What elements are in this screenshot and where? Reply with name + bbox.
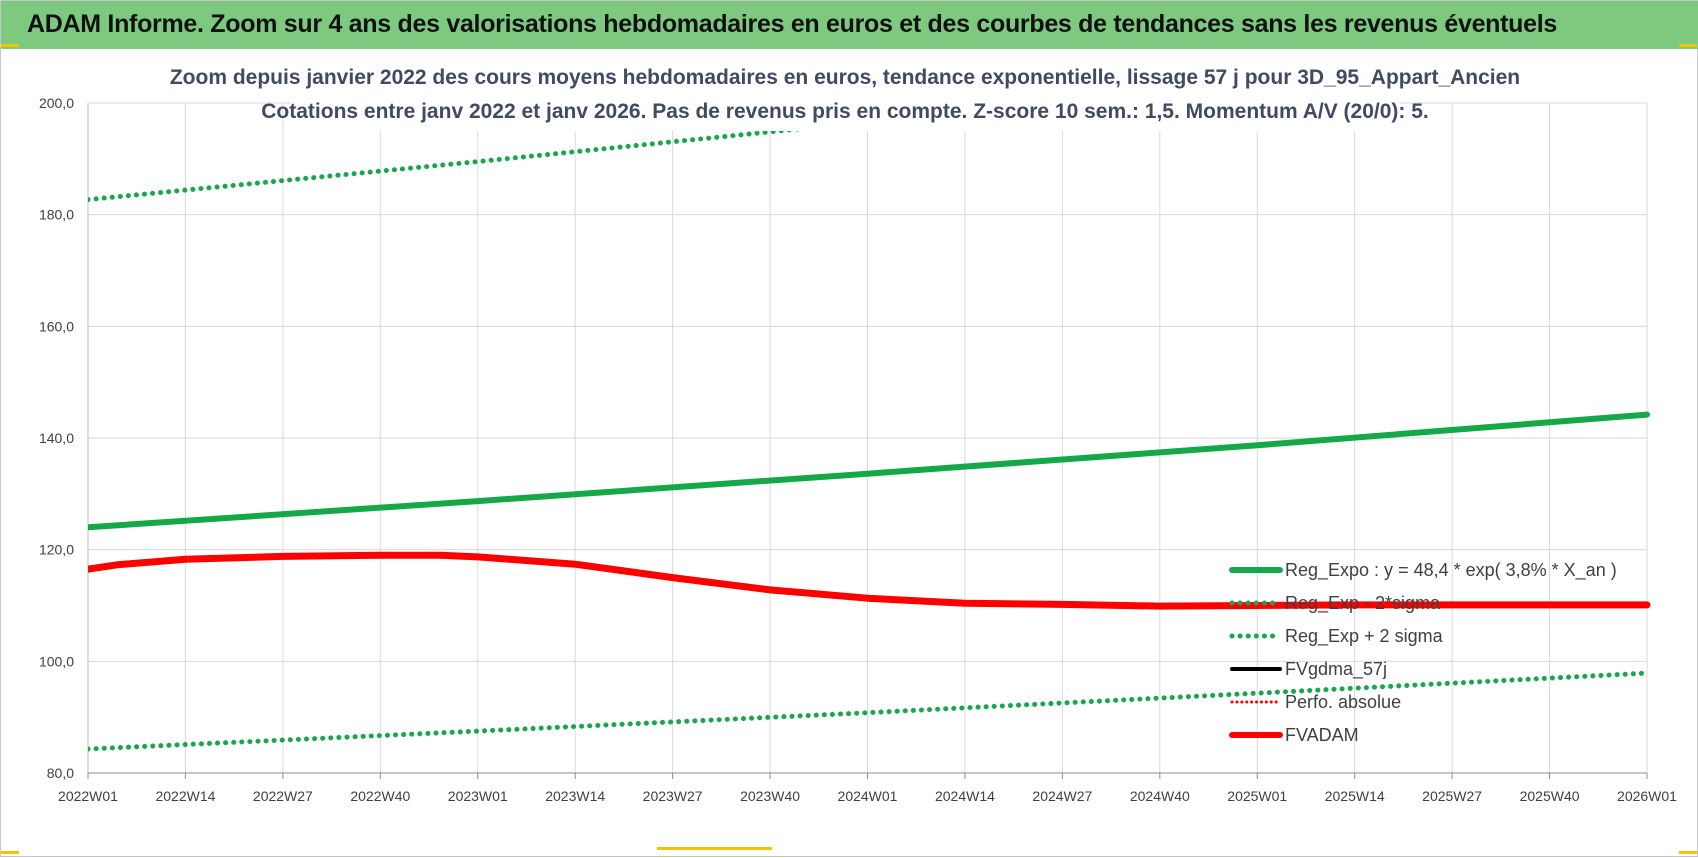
x-tick-label: 2026W01 xyxy=(1617,788,1677,804)
x-tick-label: 2024W27 xyxy=(1032,788,1092,804)
chart-title-background xyxy=(229,65,1461,97)
x-tick-label: 2023W14 xyxy=(545,788,605,804)
band-lower-2-sigma xyxy=(88,670,1650,752)
x-tick-label: 2025W27 xyxy=(1422,788,1482,804)
legend-label-3: Reg_Exp + 2 sigma xyxy=(1285,626,1444,647)
chart-title-line-2: Cotations entre janv 2022 et janv 2026. … xyxy=(261,100,1429,123)
chart-title-line-1: Zoom depuis janvier 2022 des cours moyen… xyxy=(170,66,1520,89)
y-tick-label: 100,0 xyxy=(39,653,74,669)
x-tick-label: 2022W01 xyxy=(58,788,118,804)
y-tick-label: 120,0 xyxy=(39,542,74,558)
x-tick-label: 2025W14 xyxy=(1325,788,1385,804)
y-tick-label: 140,0 xyxy=(39,430,74,446)
trend-line-reg-expo xyxy=(88,411,1650,531)
y-tick-label: 80,0 xyxy=(47,765,74,781)
accent-corner-left xyxy=(1,44,19,47)
y-tick-label: 160,0 xyxy=(39,318,74,334)
series-lines xyxy=(88,99,1651,752)
grid-lines xyxy=(87,102,1648,774)
accent-corner-bottom-left xyxy=(1,851,19,854)
report-header: ADAM Informe. Zoom sur 4 ans des valoris… xyxy=(1,1,1698,49)
x-tick-label: 2022W27 xyxy=(253,788,313,804)
chart-title-background xyxy=(291,99,1399,131)
chart-title: Zoom depuis janvier 2022 des cours moyen… xyxy=(170,65,1520,131)
fvadam-line xyxy=(88,551,1651,610)
x-tick-label: 2022W40 xyxy=(350,788,410,804)
x-tick-label: 2023W27 xyxy=(643,788,703,804)
y-tick-label: 200,0 xyxy=(39,95,74,111)
y-tick-label: 180,0 xyxy=(39,207,74,223)
legend-label-5: Perfo. absolue xyxy=(1285,692,1401,712)
report-title: ADAM Informe. Zoom sur 4 ans des valoris… xyxy=(27,10,1557,38)
accent-corner-bottom-right xyxy=(1679,851,1697,854)
accent-corner-right xyxy=(1679,44,1697,47)
legend-label-2: Reg_Exp - 2*sigma xyxy=(1285,593,1441,614)
x-tick-label: 2023W40 xyxy=(740,788,800,804)
axes: 80,0 100,0 120,0 140,0 160,0 180,0 200,0 2022W0… xyxy=(39,95,1677,804)
accent-corner-bottom-mid xyxy=(657,847,772,850)
legend-label-4: FVgdma_57j xyxy=(1285,659,1387,680)
x-tick-label: 2025W40 xyxy=(1520,788,1580,804)
legend: Reg_Expo : y = 48,4 * exp( 3,8% * X_an )… xyxy=(1229,560,1617,745)
x-tick-label: 2024W01 xyxy=(838,788,898,804)
x-tick-label: 2022W14 xyxy=(155,788,215,804)
x-tick-label: 2024W14 xyxy=(935,788,995,804)
x-tick-label: 2025W01 xyxy=(1227,788,1287,804)
legend-label-6: FVADAM xyxy=(1285,725,1359,745)
legend-label-1: Reg_Expo : y = 48,4 * exp( 3,8% * X_an ) xyxy=(1285,560,1617,581)
x-tick-label: 2024W40 xyxy=(1130,788,1190,804)
x-tick-label: 2023W01 xyxy=(448,788,508,804)
